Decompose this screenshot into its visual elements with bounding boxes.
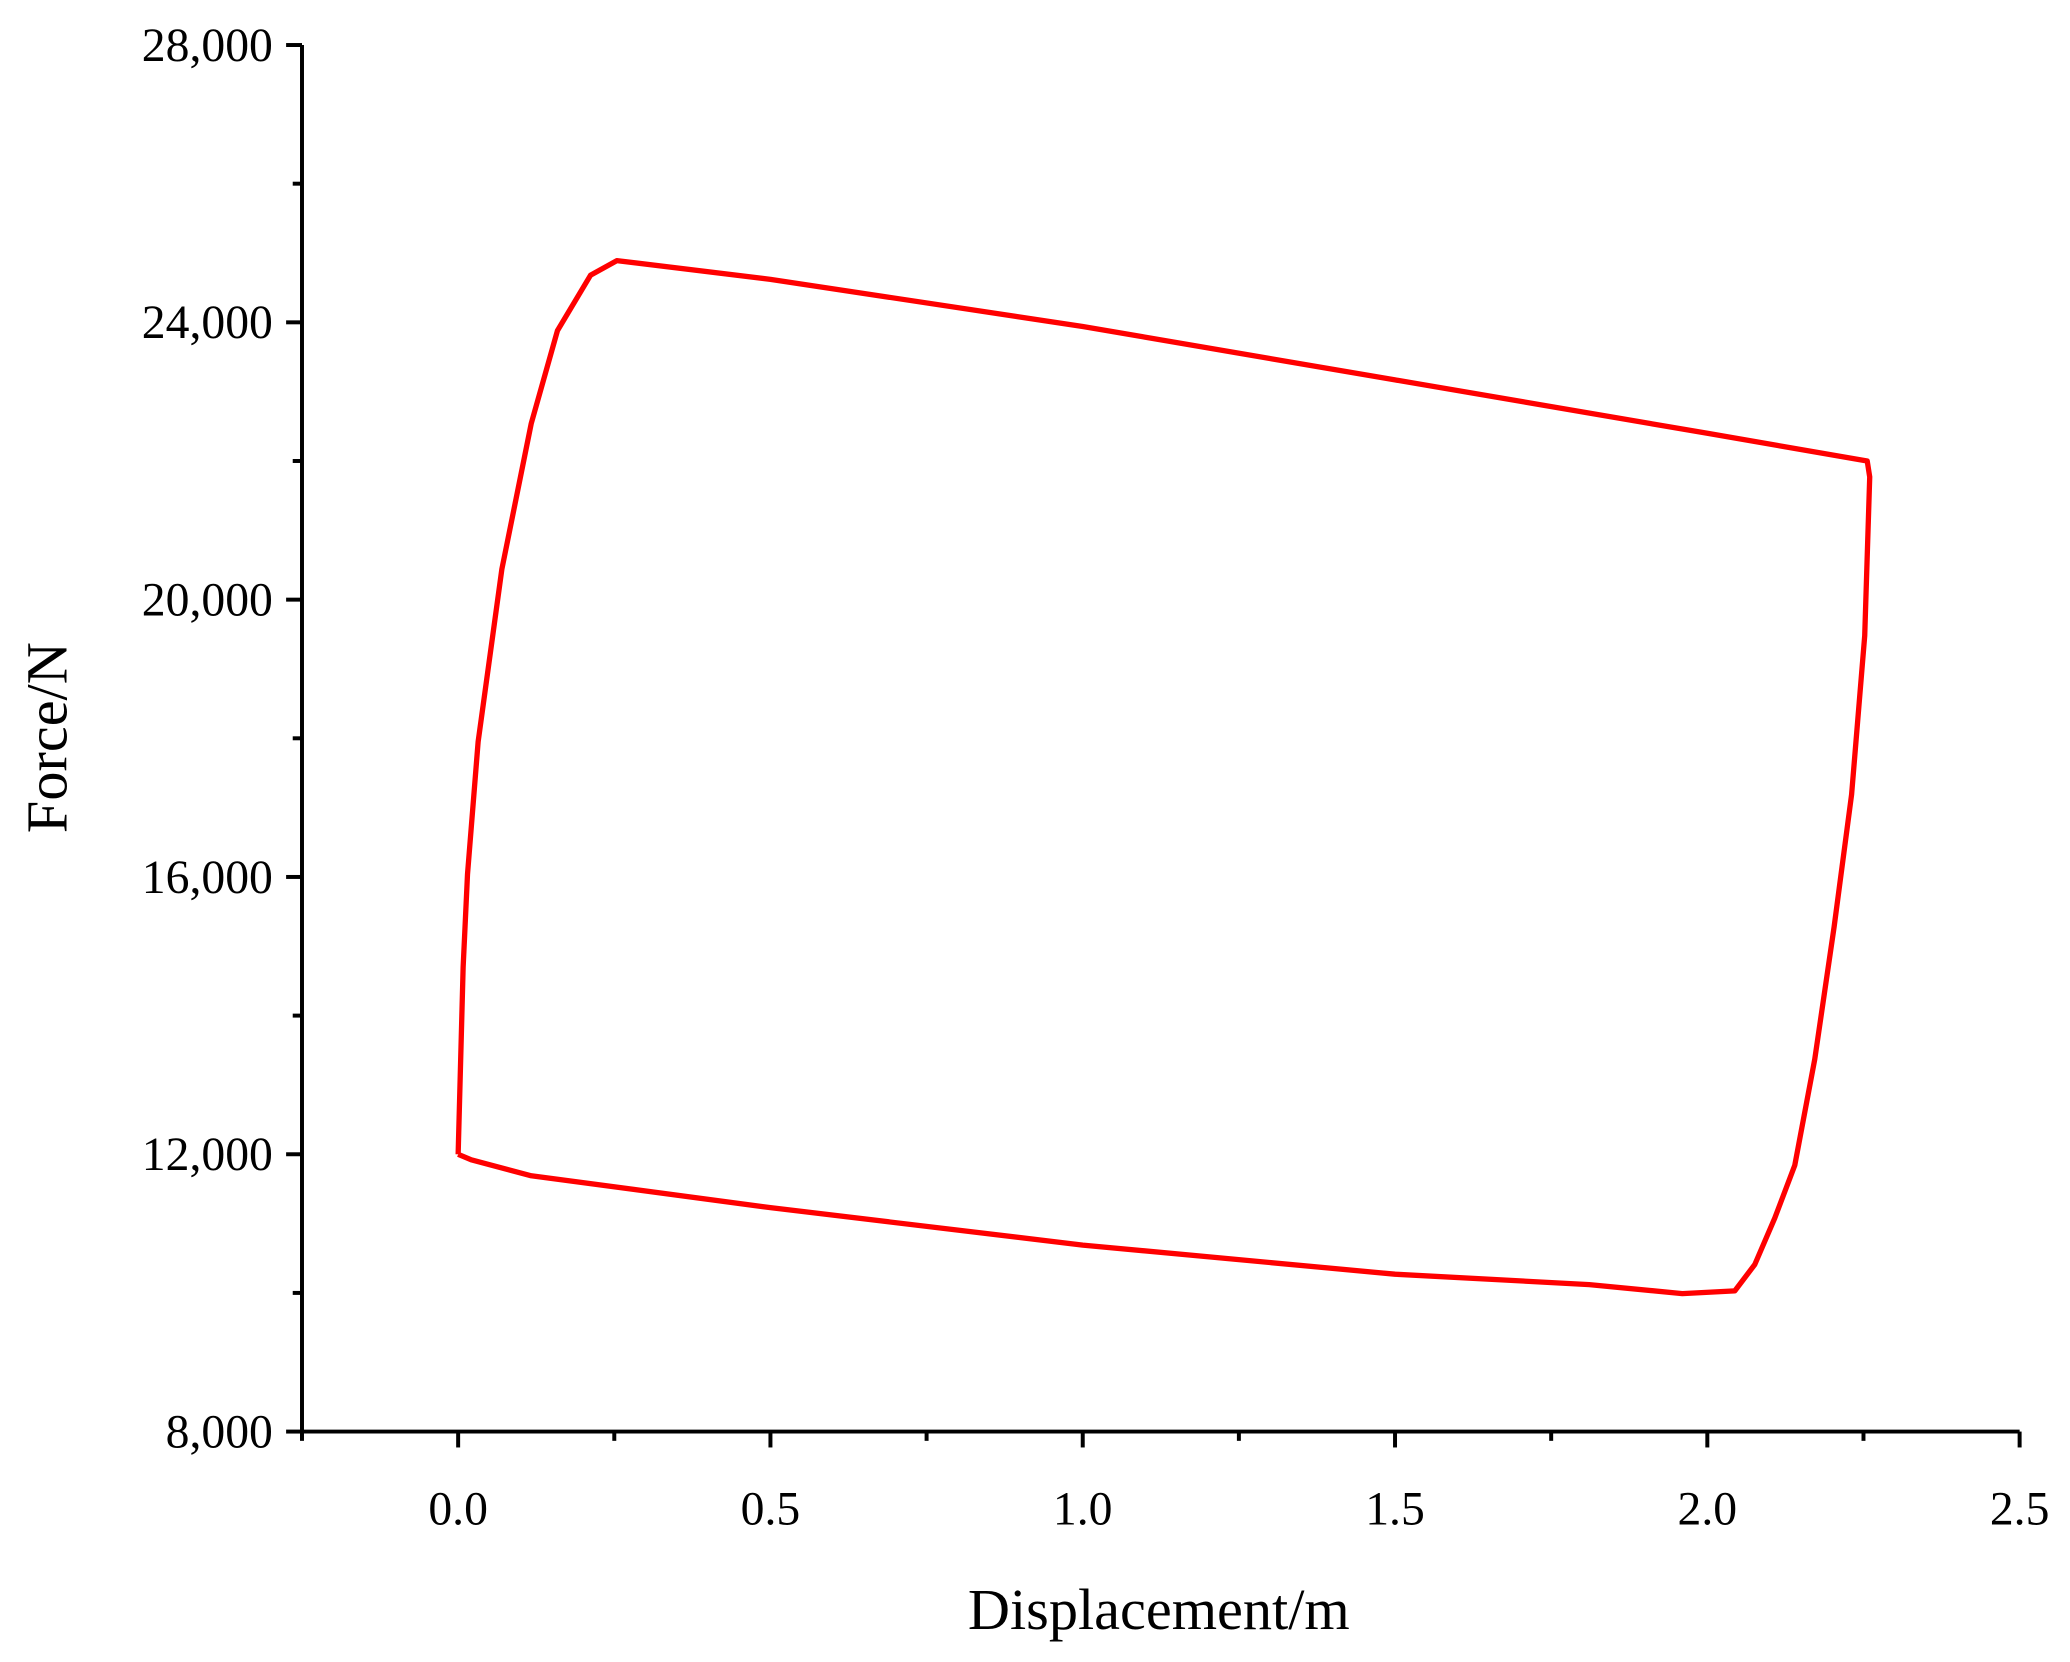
y-tick-label: 16,000	[142, 852, 273, 904]
x-tick-label: 0.0	[428, 1483, 488, 1535]
y-tick-label: 20,000	[142, 575, 273, 627]
x-tick-label: 2.5	[1990, 1483, 2050, 1535]
y-tick-label: 28,000	[142, 20, 273, 72]
y-tick-label: 12,000	[142, 1129, 273, 1181]
y-axis-title: Force/N	[14, 642, 79, 833]
data-line	[455, 257, 1873, 1297]
x-tick-label: 2.0	[1678, 1483, 1738, 1535]
x-tick-label: 1.5	[1365, 1483, 1425, 1535]
y-tick-label: 24,000	[142, 297, 273, 349]
x-tick-label: 0.5	[741, 1483, 801, 1535]
x-tick-label: 1.0	[1053, 1483, 1113, 1535]
x-axis-title: Displacement/m	[968, 1577, 1350, 1642]
y-tick-label: 8,000	[166, 1406, 273, 1458]
